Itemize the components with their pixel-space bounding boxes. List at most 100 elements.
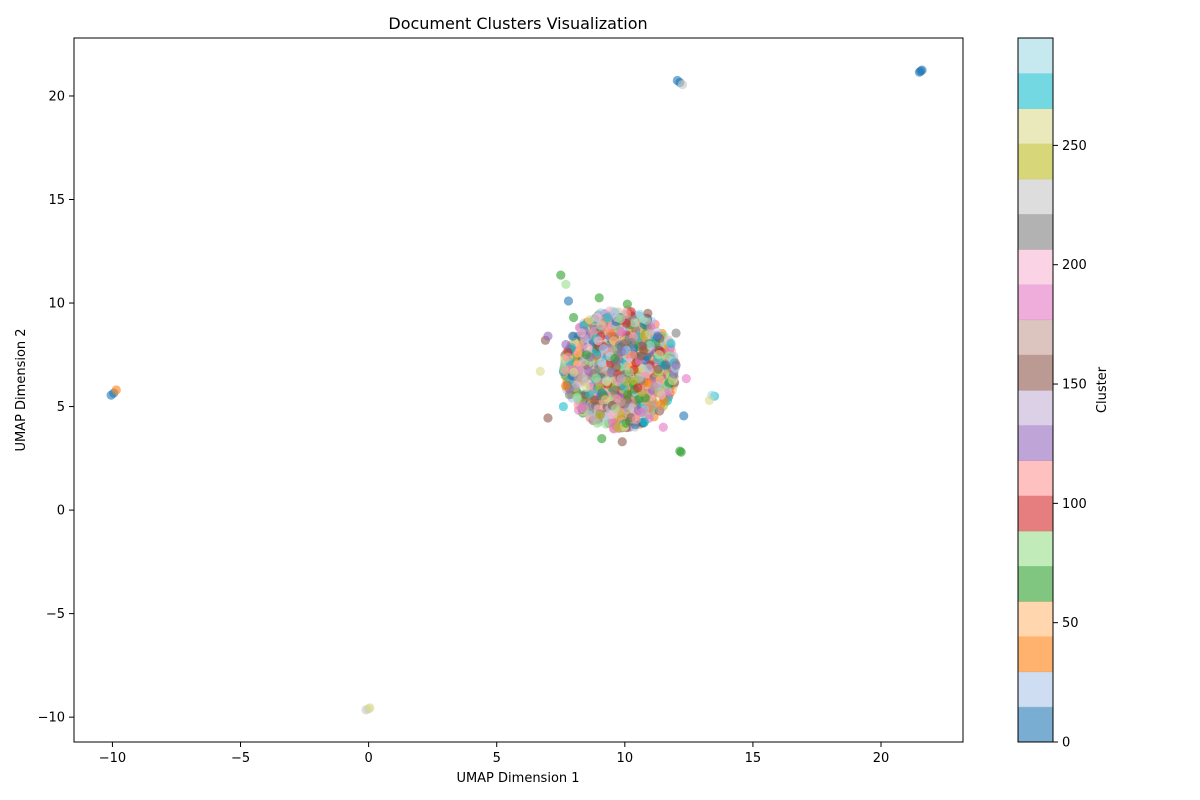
scatter-point (590, 395, 600, 405)
scatter-point (655, 405, 665, 415)
scatter-point (616, 397, 626, 407)
scatter-point (633, 383, 643, 393)
plot-area (73, 37, 964, 743)
scatter-point (671, 360, 681, 370)
scatter-point (652, 332, 663, 342)
y-tick-label: 20 (48, 89, 65, 104)
x-tick-label: −5 (231, 751, 250, 766)
scatter-point (616, 347, 627, 357)
scatter-point (561, 279, 571, 289)
colorbar-band (1018, 636, 1053, 673)
scatter-point (556, 270, 566, 280)
colorbar-band (1018, 390, 1053, 426)
y-axis: −10 −5 0 5 10 15 20 (38, 89, 74, 726)
scatter-point (563, 352, 573, 362)
colorbar-tick-label: 50 (1062, 616, 1079, 631)
scatter-point (681, 374, 691, 384)
scatter-point (654, 349, 664, 360)
scatter-point (614, 340, 625, 350)
scatter-point (631, 415, 641, 425)
scatter-point (661, 360, 671, 370)
scatter-point (646, 322, 656, 332)
scatter-point (581, 350, 591, 360)
scatter-point (639, 417, 650, 427)
x-axis: −10 −5 0 5 10 15 20 (99, 742, 890, 766)
y-tick-label: −5 (46, 607, 65, 622)
y-tick-label: 10 (48, 297, 65, 312)
scatter-point (595, 410, 605, 420)
scatter-point (671, 328, 681, 338)
x-tick-label: 20 (873, 751, 890, 766)
colorbar-band (1018, 601, 1053, 637)
scatter-point (535, 366, 545, 376)
chart-title: Document Clusters Visualization (388, 14, 647, 33)
colorbar-band (1018, 530, 1053, 567)
scatter-point (677, 79, 688, 90)
colorbar-band (1018, 73, 1053, 109)
colorbar-band (1018, 495, 1053, 532)
scatter-point (704, 395, 714, 405)
y-tick-label: 15 (48, 193, 65, 208)
scatter-point (645, 340, 655, 350)
scatter-point (597, 358, 607, 368)
scatter-point (629, 318, 640, 328)
colorbar-ticks: 0 50 100 150 200 250 (1053, 139, 1087, 751)
colorbar-tick-label: 150 (1062, 378, 1087, 393)
scatter-point (581, 382, 591, 392)
y-tick-label: 0 (57, 504, 65, 519)
scatter-point (568, 312, 579, 323)
scatter-point (576, 328, 587, 338)
scatter-point (597, 434, 607, 444)
colorbar: 0 50 100 150 200 250 Cluster (1017, 37, 1110, 751)
scatter-point (609, 385, 619, 395)
scatter-point (658, 422, 668, 432)
colorbar-tick-label: 200 (1062, 258, 1087, 273)
scatter-point (568, 331, 578, 341)
scatter-point (627, 350, 638, 360)
colorbar-bands (1018, 38, 1053, 743)
scatter-point (561, 339, 571, 350)
scatter-point (591, 373, 601, 383)
x-tick-label: 0 (364, 751, 372, 766)
scatter-point (644, 329, 655, 339)
scatter-point (111, 385, 121, 395)
colorbar-band (1018, 108, 1053, 145)
colorbar-tick-label: 250 (1062, 139, 1087, 154)
scatter-point (572, 392, 582, 402)
scatter-point (623, 389, 633, 399)
scatter-point (543, 413, 553, 423)
scatter-point (584, 366, 594, 376)
scatter-point (636, 351, 647, 361)
scatter-point (666, 338, 676, 349)
colorbar-frame (1017, 37, 1054, 743)
colorbar-band (1018, 671, 1053, 708)
scatter-point (606, 367, 616, 378)
scatter-point (621, 418, 631, 428)
x-tick-label: 15 (745, 751, 762, 766)
scatter-point (563, 296, 574, 306)
scatter-point (610, 404, 620, 414)
scatter-points (106, 65, 927, 715)
scatter-point (592, 312, 602, 323)
colorbar-label: Cluster (1095, 366, 1110, 413)
plot-frame (73, 37, 964, 743)
scatter-point (649, 381, 659, 391)
scatter-point (602, 312, 612, 323)
x-tick-label: 5 (493, 751, 501, 766)
scatter-point (653, 364, 663, 374)
scatter-point (624, 367, 634, 377)
colorbar-band (1018, 284, 1053, 321)
scatter-point (593, 336, 603, 346)
scatter-point (598, 343, 609, 354)
scatter-point (602, 377, 612, 387)
scatter-point (914, 67, 925, 77)
colorbar-band (1018, 566, 1053, 602)
colorbar-band (1018, 460, 1053, 497)
scatter-point (643, 308, 653, 318)
scatter-point (656, 390, 667, 400)
scatter-point (560, 381, 571, 391)
scatter-point (558, 401, 568, 412)
colorbar-band (1018, 143, 1053, 180)
colorbar-band (1018, 319, 1053, 356)
scatter-point (616, 374, 626, 384)
